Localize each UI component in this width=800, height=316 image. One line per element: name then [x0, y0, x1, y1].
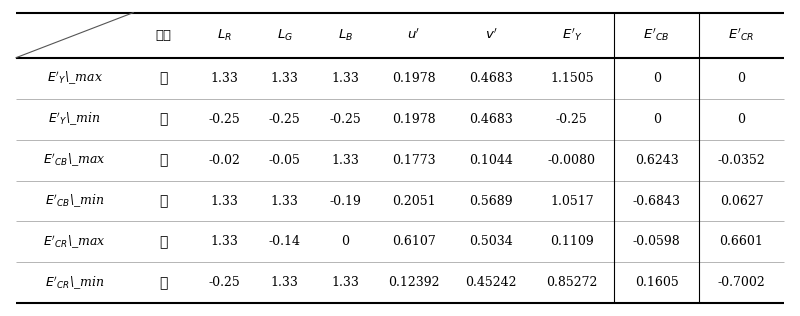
Text: -0.02: -0.02	[208, 154, 240, 167]
Text: 1.0517: 1.0517	[550, 195, 594, 208]
Text: 1.1505: 1.1505	[550, 72, 594, 85]
Text: 黑: 黑	[159, 112, 168, 126]
Text: 0.1773: 0.1773	[392, 154, 436, 167]
Text: 0: 0	[342, 235, 350, 248]
Text: $E'_{CR}$\_max: $E'_{CR}$\_max	[43, 233, 106, 251]
Text: 黄: 黄	[159, 194, 168, 208]
Text: 0.0627: 0.0627	[720, 195, 763, 208]
Text: $E'_{CB}$\_min: $E'_{CB}$\_min	[45, 192, 104, 210]
Text: -0.25: -0.25	[208, 276, 240, 289]
Text: -0.7002: -0.7002	[718, 276, 766, 289]
Text: 0.1109: 0.1109	[550, 235, 594, 248]
Text: 1.33: 1.33	[331, 72, 359, 85]
Text: 0: 0	[653, 112, 661, 126]
Text: -0.0598: -0.0598	[633, 235, 681, 248]
Text: 0.6107: 0.6107	[392, 235, 436, 248]
Text: 0: 0	[738, 72, 746, 85]
Text: -0.14: -0.14	[269, 235, 301, 248]
Text: -0.25: -0.25	[269, 112, 301, 126]
Text: 0.85272: 0.85272	[546, 276, 598, 289]
Text: 1.33: 1.33	[331, 276, 359, 289]
Text: $E'_{CB}$: $E'_{CB}$	[643, 27, 670, 44]
Text: -0.05: -0.05	[269, 154, 301, 167]
Text: $v'$: $v'$	[485, 28, 498, 42]
Text: 0.2051: 0.2051	[392, 195, 436, 208]
Text: 0.5034: 0.5034	[469, 235, 513, 248]
Text: 颜色: 颜色	[155, 29, 171, 42]
Text: -0.19: -0.19	[330, 195, 362, 208]
Text: -0.6843: -0.6843	[633, 195, 681, 208]
Text: -0.25: -0.25	[556, 112, 588, 126]
Text: 1.33: 1.33	[271, 276, 298, 289]
Text: 0.12392: 0.12392	[388, 276, 440, 289]
Text: 0.1978: 0.1978	[392, 112, 436, 126]
Text: -0.0352: -0.0352	[718, 154, 766, 167]
Text: $E'_{CR}$\_min: $E'_{CR}$\_min	[45, 274, 105, 292]
Text: 1.33: 1.33	[210, 72, 238, 85]
Text: 0.1978: 0.1978	[392, 72, 436, 85]
Text: $E'_Y$\_min: $E'_Y$\_min	[48, 111, 101, 128]
Text: 0.1044: 0.1044	[469, 154, 513, 167]
Text: $L_G$: $L_G$	[277, 27, 293, 43]
Text: 白: 白	[159, 71, 168, 85]
Text: 0.4683: 0.4683	[469, 112, 513, 126]
Text: 0.6243: 0.6243	[634, 154, 678, 167]
Text: 0.4683: 0.4683	[469, 72, 513, 85]
Text: $L_B$: $L_B$	[338, 27, 353, 43]
Text: 1.33: 1.33	[210, 195, 238, 208]
Text: 0.5689: 0.5689	[469, 195, 513, 208]
Text: -0.25: -0.25	[330, 112, 362, 126]
Text: 蓝: 蓝	[159, 153, 168, 167]
Text: -0.0080: -0.0080	[548, 154, 596, 167]
Text: 1.33: 1.33	[210, 235, 238, 248]
Text: $E'_{CB}$\_max: $E'_{CB}$\_max	[43, 151, 106, 169]
Text: -0.25: -0.25	[208, 112, 240, 126]
Text: 1.33: 1.33	[331, 154, 359, 167]
Text: 1.33: 1.33	[271, 195, 298, 208]
Text: $L_R$: $L_R$	[217, 27, 232, 43]
Text: 青: 青	[159, 276, 168, 290]
Text: $E'_{CR}$: $E'_{CR}$	[729, 27, 754, 44]
Text: 0.6601: 0.6601	[720, 235, 763, 248]
Text: $E'_Y$\_max: $E'_Y$\_max	[46, 70, 102, 87]
Text: $E'_Y$: $E'_Y$	[562, 27, 582, 44]
Text: $u'$: $u'$	[407, 28, 421, 42]
Text: 0.1605: 0.1605	[634, 276, 678, 289]
Text: 0: 0	[653, 72, 661, 85]
Text: 0.45242: 0.45242	[465, 276, 517, 289]
Text: 1.33: 1.33	[271, 72, 298, 85]
Text: 0: 0	[738, 112, 746, 126]
Text: 红: 红	[159, 235, 168, 249]
